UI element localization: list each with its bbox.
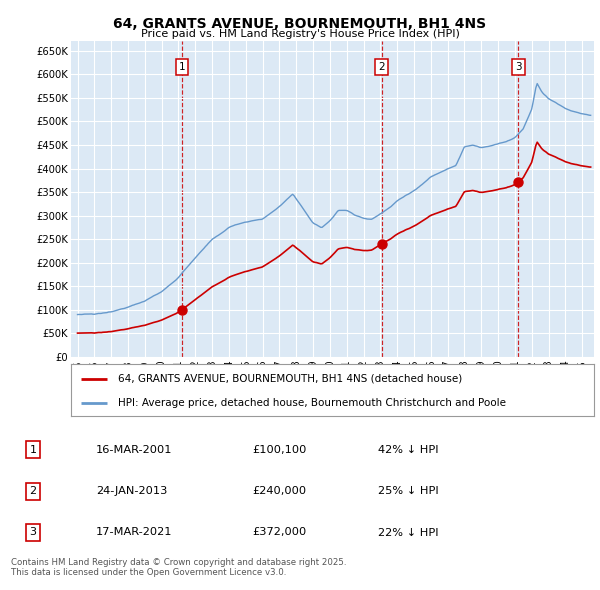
- Text: 3: 3: [29, 527, 37, 537]
- Text: 2: 2: [378, 62, 385, 72]
- Text: 2: 2: [29, 486, 37, 496]
- Text: Contains HM Land Registry data © Crown copyright and database right 2025.
This d: Contains HM Land Registry data © Crown c…: [11, 558, 346, 577]
- Text: 3: 3: [515, 62, 522, 72]
- Text: 1: 1: [179, 62, 185, 72]
- Text: £372,000: £372,000: [252, 527, 306, 537]
- Text: 1: 1: [29, 445, 37, 455]
- Text: £240,000: £240,000: [252, 486, 306, 496]
- Text: 42% ↓ HPI: 42% ↓ HPI: [378, 445, 439, 455]
- Text: 22% ↓ HPI: 22% ↓ HPI: [378, 527, 439, 537]
- Text: HPI: Average price, detached house, Bournemouth Christchurch and Poole: HPI: Average price, detached house, Bour…: [118, 398, 506, 408]
- Text: Price paid vs. HM Land Registry's House Price Index (HPI): Price paid vs. HM Land Registry's House …: [140, 29, 460, 39]
- Text: 16-MAR-2001: 16-MAR-2001: [96, 445, 173, 455]
- Text: 24-JAN-2013: 24-JAN-2013: [96, 486, 167, 496]
- Text: 17-MAR-2021: 17-MAR-2021: [96, 527, 173, 537]
- Text: £100,100: £100,100: [252, 445, 307, 455]
- Text: 64, GRANTS AVENUE, BOURNEMOUTH, BH1 4NS (detached house): 64, GRANTS AVENUE, BOURNEMOUTH, BH1 4NS …: [118, 373, 462, 384]
- Text: 64, GRANTS AVENUE, BOURNEMOUTH, BH1 4NS: 64, GRANTS AVENUE, BOURNEMOUTH, BH1 4NS: [113, 17, 487, 31]
- Text: 25% ↓ HPI: 25% ↓ HPI: [378, 486, 439, 496]
